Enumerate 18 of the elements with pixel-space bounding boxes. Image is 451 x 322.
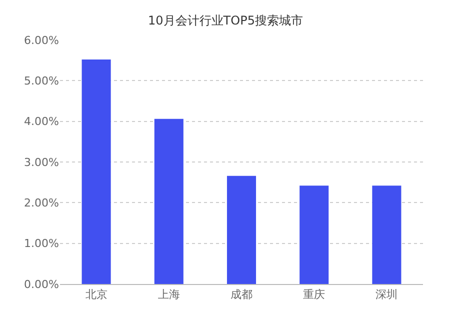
x-tick-label: 成都 bbox=[230, 288, 252, 302]
y-tick-label: 2.00% bbox=[24, 196, 59, 210]
y-tick-label: 3.00% bbox=[24, 156, 59, 169]
x-tick-label: 重庆 bbox=[303, 288, 326, 302]
x-tick-label: 北京 bbox=[85, 288, 108, 302]
x-tick-label: 上海 bbox=[158, 288, 180, 302]
bar bbox=[154, 118, 184, 284]
bar bbox=[226, 176, 256, 284]
y-tick-label: 5.00% bbox=[24, 74, 59, 88]
y-tick-label: 1.00% bbox=[24, 237, 59, 250]
y-tick-label: 4.00% bbox=[24, 115, 59, 128]
bar bbox=[372, 186, 402, 284]
y-tick-label: 6.00% bbox=[24, 34, 59, 47]
y-tick-label: 0.00% bbox=[24, 278, 59, 291]
bar bbox=[82, 60, 111, 284]
bar bbox=[300, 186, 329, 284]
x-tick-label: 深圳 bbox=[376, 288, 398, 302]
chart-title: 10月会计行业TOP5搜索城市 bbox=[148, 14, 303, 28]
